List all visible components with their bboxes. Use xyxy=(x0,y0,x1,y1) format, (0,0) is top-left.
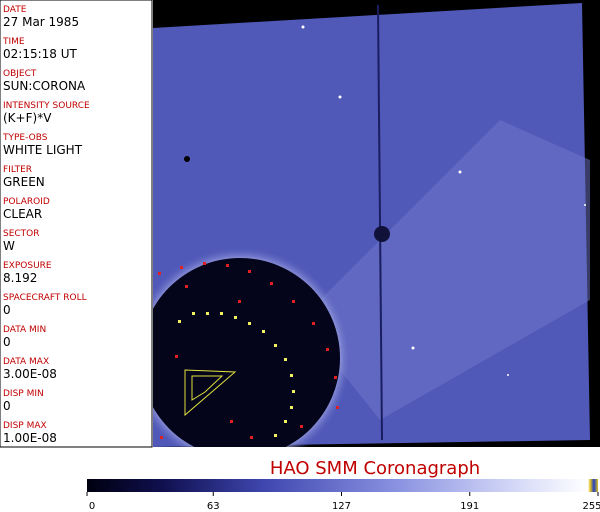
field-label: POLAROID xyxy=(3,197,50,207)
field-label: DATA MIN xyxy=(3,325,46,335)
field-value: WHITE LIGHT xyxy=(3,143,83,157)
colorbar-axis: 0 63 127 191 255 xyxy=(86,492,600,512)
overlay-dots xyxy=(178,312,295,437)
field-value: W xyxy=(3,239,15,253)
field-label: EXPOSURE xyxy=(3,261,52,271)
overlay-marker xyxy=(191,375,224,401)
field-value: 1.00E-08 xyxy=(3,431,57,445)
tick-label: 63 xyxy=(207,501,220,512)
field-value: 8.192 xyxy=(3,271,37,285)
dust-spot xyxy=(184,156,190,162)
field-label: TYPE-OBS xyxy=(2,133,48,143)
field-value: 0 xyxy=(3,335,11,349)
field-label: TIME xyxy=(2,37,25,47)
tick-label: 0 xyxy=(89,501,95,512)
field-value: 0 xyxy=(3,303,11,317)
stars xyxy=(301,25,586,376)
field-value: 3.00E-08 xyxy=(3,367,57,381)
info-panel xyxy=(0,0,153,448)
field-label: FILTER xyxy=(3,165,32,175)
coronal-streamer xyxy=(300,120,590,420)
tick-label: 255 xyxy=(582,501,600,512)
tick-label: 191 xyxy=(460,501,479,512)
field-label: SECTOR xyxy=(3,229,40,239)
field-value: 27 Mar 1985 xyxy=(3,15,79,29)
coronagraph-image xyxy=(153,0,600,447)
field-label: INTENSITY SOURCE xyxy=(3,101,90,111)
pylon xyxy=(377,4,383,441)
colorbar xyxy=(87,479,598,492)
field-label: SPACECRAFT ROLL xyxy=(3,293,87,303)
tick-label: 127 xyxy=(332,501,351,512)
overlay-marker xyxy=(184,369,237,417)
field-label: DATE xyxy=(3,5,27,15)
field-label: DISP MAX xyxy=(3,421,47,431)
field-value: (K+F)*V xyxy=(3,111,52,125)
field-label: DATA MAX xyxy=(3,357,49,367)
field-value: GREEN xyxy=(3,175,45,189)
occulter xyxy=(153,258,340,447)
field-value: 02:15:18 UT xyxy=(3,47,77,61)
pylon-disk xyxy=(374,226,390,242)
field-value: SUN:CORONA xyxy=(3,79,86,93)
field-label: DISP MIN xyxy=(3,389,44,399)
field-value: CLEAR xyxy=(3,207,42,221)
overlay-dots xyxy=(158,262,339,439)
image-title: HAO SMM Coronagraph xyxy=(270,458,480,479)
field-value: 0 xyxy=(3,399,11,413)
field-label: OBJECT xyxy=(3,69,37,79)
